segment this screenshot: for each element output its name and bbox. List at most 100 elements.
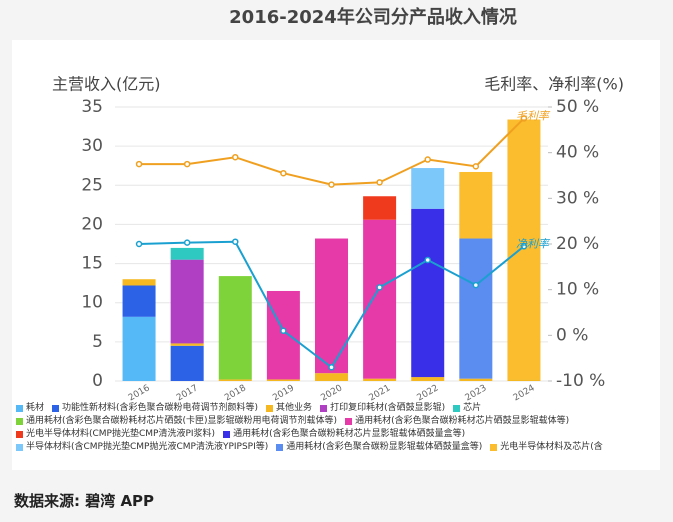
legend-label: 半导体材料(含CMP抛光垫CMP抛光液CMP清洗液YPIPSPI等): [26, 442, 269, 452]
legend-swatch: [16, 405, 23, 412]
y-axis-label: 主营收入(亿元): [52, 75, 161, 94]
legend-item: 功能性新材料(含彩色聚合碳粉电荷调节剂颜料等): [52, 402, 258, 415]
legend-swatch: [223, 431, 231, 438]
bar-segment: [170, 259, 204, 344]
bar-segment: [363, 219, 397, 379]
line-point: [135, 160, 143, 168]
line-label: 毛利率: [516, 109, 551, 122]
legend-item: 通用耗材(含彩色聚合碳粉耗材芯片显影辊载体硒鼓量盒等): [223, 428, 465, 441]
bar-segment: [122, 285, 156, 317]
bar-segment: [122, 279, 156, 286]
bar-segment: [122, 316, 156, 381]
line-point: [424, 256, 431, 264]
legend-swatch: [16, 418, 23, 425]
legend-swatch: [266, 405, 274, 412]
line-point: [520, 115, 528, 122]
bar-segment: [170, 345, 204, 381]
line-point: [472, 281, 480, 289]
y2-tick-label: 10 %: [556, 280, 599, 300]
line-point: [280, 169, 287, 177]
legend-item: 打印复印耗材(含硒鼓显影辊): [320, 402, 445, 415]
line-point: [520, 243, 528, 250]
legend-label: 其他业务: [276, 403, 313, 413]
legend-label: 通用耗材(含彩色聚合碳粉耗材芯片硒鼓(卡匣)显影辊碳粉用电荷调节剂载体等): [26, 416, 338, 426]
legend-swatch: [453, 405, 461, 412]
legend-swatch: [320, 405, 328, 412]
bar-segment: [459, 171, 493, 239]
y-tick-label: 20: [81, 214, 103, 234]
source-note: 数据来源: 碧湾 APP: [14, 492, 155, 510]
bar-segment: [363, 196, 397, 220]
y-tick-label: 25: [81, 175, 103, 195]
bar-segment: [218, 379, 252, 381]
legend-item: 通用耗材(含彩色聚合碳粉耗材芯片硒鼓显影辊载体等): [345, 415, 569, 428]
y2-axis-label: 毛利率、净利率(%): [484, 75, 624, 94]
line-point: [328, 364, 335, 371]
y-tick-label: 10: [81, 293, 103, 313]
legend-item: 芯片: [453, 402, 481, 415]
legend-swatch: [16, 431, 23, 438]
y2-tick-label: 20 %: [556, 234, 599, 254]
bar-segment: [411, 377, 445, 381]
y2-tick-label: -10 %: [556, 371, 605, 391]
legend-label: 通用耗材(含彩色聚合碳粉耗材芯片硒鼓显影辊载体等): [355, 416, 570, 426]
legend-item: 半导体材料(含CMP抛光垫CMP抛光液CMP清洗液YPIPSPI等): [16, 441, 268, 454]
legend-item: 耗材: [16, 402, 44, 415]
line-point: [135, 240, 143, 248]
y2-tick-label: 50 %: [556, 97, 599, 117]
bar-segment: [411, 208, 445, 378]
y2-tick-label: 30 %: [556, 188, 599, 208]
line-label: 净利率: [516, 237, 551, 250]
y-tick-label: 0: [92, 371, 103, 391]
legend-swatch: [52, 405, 60, 412]
line-point: [183, 239, 191, 246]
legend-swatch: [345, 418, 353, 425]
legend-label: 耗材: [26, 403, 45, 413]
y-tick-label: 35: [81, 97, 103, 117]
chart: 2016-2024年公司分产品收入情况 主营收入(亿元) 毛利率、净利率(%) …: [12, 6, 660, 470]
legend-label: 功能性新材料(含彩色聚合碳粉电荷调节剂颜料等): [62, 403, 259, 413]
line-point: [472, 163, 480, 170]
legend-item: 光电半导体材料及芯片(含: [490, 441, 603, 454]
line-point: [424, 156, 431, 163]
legend-item: 通用耗材(含彩色聚合碳粉耗材芯片硒鼓(卡匣)显影辊碳粉用电荷调节剂载体等): [16, 415, 337, 428]
legend-item: 其他业务: [266, 402, 312, 415]
line-point: [376, 179, 383, 186]
bar-segment: [411, 168, 445, 209]
y2-tick-label: 0 %: [556, 325, 588, 345]
legend-label: 打印复印耗材(含硒鼓显影辊): [330, 403, 446, 413]
legend-swatch: [490, 444, 498, 451]
y-tick-label: 15: [81, 254, 103, 274]
legend-label: 光电半导体材料及芯片(含: [500, 442, 603, 452]
bar-segment: [218, 276, 252, 380]
bar-segment: [170, 247, 204, 260]
y-tick-label: 5: [92, 332, 103, 352]
legend-label: 通用耗材(含彩色聚合碳粉耗材芯片显影辊载体硒鼓量盒等): [233, 429, 466, 439]
bar-segment: [315, 238, 348, 374]
line-point: [376, 284, 383, 291]
bar-segment: [459, 238, 493, 379]
bar-segment: [363, 378, 397, 381]
legend-item: 通用耗材(含彩色聚合碳粉显影辊载体硒鼓量盒等): [276, 441, 482, 454]
legend-label: 通用耗材(含彩色聚合碳粉显影辊载体硒鼓量盒等): [286, 442, 483, 452]
legend-item: 光电半导体材料(CMP抛光垫CMP清洗液PI浆料): [16, 428, 215, 441]
legend-label: 光电半导体材料(CMP抛光垫CMP清洗液PI浆料): [26, 429, 216, 439]
line-point: [232, 153, 239, 161]
bar-segment: [266, 290, 300, 380]
legend-swatch: [276, 444, 284, 451]
legend-swatch: [16, 444, 23, 451]
chart-title: 2016-2024年公司分产品收入情况: [229, 6, 517, 28]
bar-segment: [459, 378, 493, 381]
line-point: [328, 181, 335, 188]
bar-segment: [315, 373, 348, 381]
bar-segment: [266, 379, 300, 381]
line-point: [183, 160, 191, 168]
bar-segment: [170, 343, 204, 346]
legend: 耗材 功能性新材料(含彩色聚合碳粉电荷调节剂颜料等) 其他业务 打印复印耗材(含硒鼓显…: [16, 402, 656, 454]
line-point: [280, 327, 287, 335]
line-point: [232, 238, 239, 245]
bar-segment: [507, 379, 541, 381]
legend-label: 芯片: [463, 403, 482, 413]
y-tick-label: 30: [81, 136, 103, 156]
